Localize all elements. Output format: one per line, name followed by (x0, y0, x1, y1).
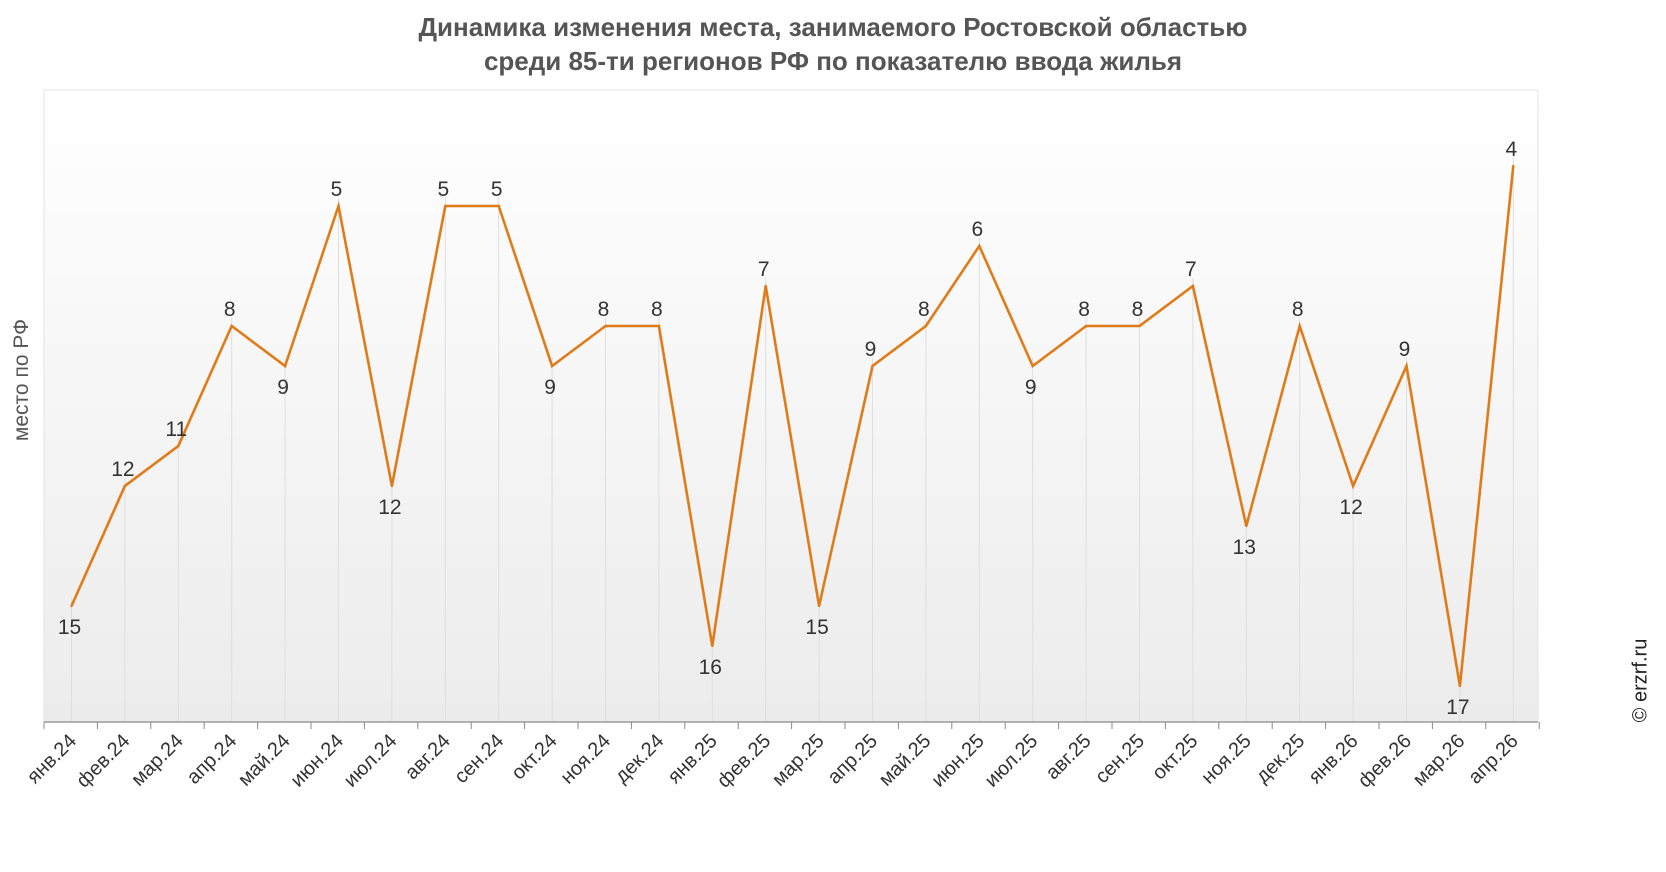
data-label-0: 15 (58, 616, 81, 639)
chart-title-line-1: Динамика изменения места, занимаемого Ро… (418, 12, 1248, 42)
x-tick-label-16: май.25 (875, 730, 936, 791)
data-point-9 (550, 364, 554, 368)
data-point-3 (230, 324, 233, 328)
x-tick-label-7: авг.24 (401, 730, 455, 784)
chart-title-line-2: среди 85-ти регионов РФ по показателю вв… (483, 46, 1183, 76)
x-tick-label-23: дек.25 (1252, 730, 1310, 788)
data-point-26 (1458, 684, 1462, 688)
x-tick-label-25: фев.26 (1354, 730, 1416, 792)
x-tick-label-8: сен.24 (450, 730, 508, 788)
data-point-17 (978, 244, 981, 248)
data-point-2 (177, 444, 180, 448)
x-tick-label-17: июн.25 (927, 730, 989, 792)
data-point-19 (1084, 324, 1088, 328)
data-label-17: 6 (971, 218, 983, 241)
data-point-10 (604, 324, 607, 328)
data-point-23 (1298, 324, 1301, 328)
data-label-7: 5 (437, 178, 449, 201)
data-label-21: 7 (1185, 258, 1197, 281)
x-tick-label-14: мар.25 (768, 730, 829, 791)
data-label-15: 9 (865, 338, 877, 361)
x-tick-label-21: окт.25 (1148, 730, 1202, 784)
data-point-0 (70, 604, 73, 608)
x-tick-label-0: янв.24 (23, 730, 81, 788)
data-label-11: 8 (651, 298, 663, 321)
data-label-16: 8 (918, 298, 930, 321)
x-tick-label-27: апр.26 (1464, 730, 1523, 789)
x-tick-label-10: ноя.24 (556, 730, 615, 789)
x-tick-label-19: авг.25 (1042, 730, 1096, 784)
data-label-9: 9 (544, 376, 556, 399)
series-line (70, 165, 1515, 687)
data-point-22 (1245, 524, 1248, 528)
data-point-6 (390, 484, 394, 488)
data-label-12: 16 (699, 656, 722, 679)
data-point-1 (123, 484, 127, 488)
data-point-7 (444, 204, 447, 208)
x-tick-label-18: июл.25 (981, 730, 1043, 792)
data-label-18: 9 (1025, 376, 1037, 399)
data-point-12 (711, 644, 714, 648)
data-point-11 (657, 324, 661, 328)
data-label-6: 12 (378, 496, 401, 519)
x-tick-label-3: апр.24 (183, 730, 242, 789)
data-point-16 (924, 324, 928, 328)
data-label-20: 8 (1132, 298, 1144, 321)
data-point-8 (497, 204, 500, 208)
data-label-13: 7 (758, 258, 770, 281)
data-point-15 (871, 364, 874, 368)
x-tick-label-6: июл.24 (340, 730, 402, 792)
data-label-2: 11 (165, 418, 187, 441)
x-tick-label-2: мар.24 (127, 730, 188, 791)
plot-area (43, 89, 1539, 723)
data-label-27: 4 (1505, 138, 1517, 161)
data-point-21 (1191, 284, 1195, 288)
data-label-19: 8 (1078, 298, 1090, 321)
data-point-20 (1138, 324, 1141, 328)
x-tick-label-22: ноя.25 (1197, 730, 1256, 789)
data-label-3: 8 (224, 298, 236, 321)
x-tick-label-24: янв.26 (1304, 730, 1362, 788)
data-label-5: 5 (331, 178, 343, 201)
data-label-1: 12 (111, 458, 134, 481)
data-label-10: 8 (598, 298, 610, 321)
x-tick-label-9: окт.24 (507, 730, 561, 784)
data-label-8: 5 (491, 178, 503, 201)
data-point-25 (1405, 364, 1408, 368)
x-tick-label-12: янв.25 (664, 730, 722, 788)
data-point-13 (764, 284, 767, 288)
data-point-14 (817, 604, 821, 608)
data-label-25: 9 (1399, 338, 1411, 361)
data-label-26: 17 (1446, 696, 1469, 719)
x-tick-label-11: дек.24 (611, 730, 669, 788)
data-point-5 (337, 204, 340, 208)
data-point-4 (283, 364, 287, 368)
data-label-14: 15 (805, 616, 828, 639)
data-label-23: 8 (1292, 298, 1304, 321)
x-tick-label-20: сен.25 (1091, 730, 1149, 788)
x-tick-label-5: июн.24 (286, 730, 348, 792)
data-point-24 (1351, 484, 1355, 488)
data-label-22: 13 (1233, 536, 1256, 559)
x-tick-label-13: фев.25 (713, 730, 775, 792)
data-label-4: 9 (277, 376, 289, 399)
x-tick-label-26: мар.26 (1409, 730, 1470, 791)
x-tick-label-1: фев.24 (72, 730, 134, 792)
data-point-18 (1031, 364, 1034, 368)
x-tick-label-15: апр.25 (823, 730, 882, 789)
data-point-27 (1512, 164, 1515, 168)
chart-title: Динамика изменения места, занимаемого Ро… (0, 10, 1666, 78)
data-label-24: 12 (1339, 496, 1362, 519)
x-tick-label-4: май.24 (234, 730, 295, 791)
